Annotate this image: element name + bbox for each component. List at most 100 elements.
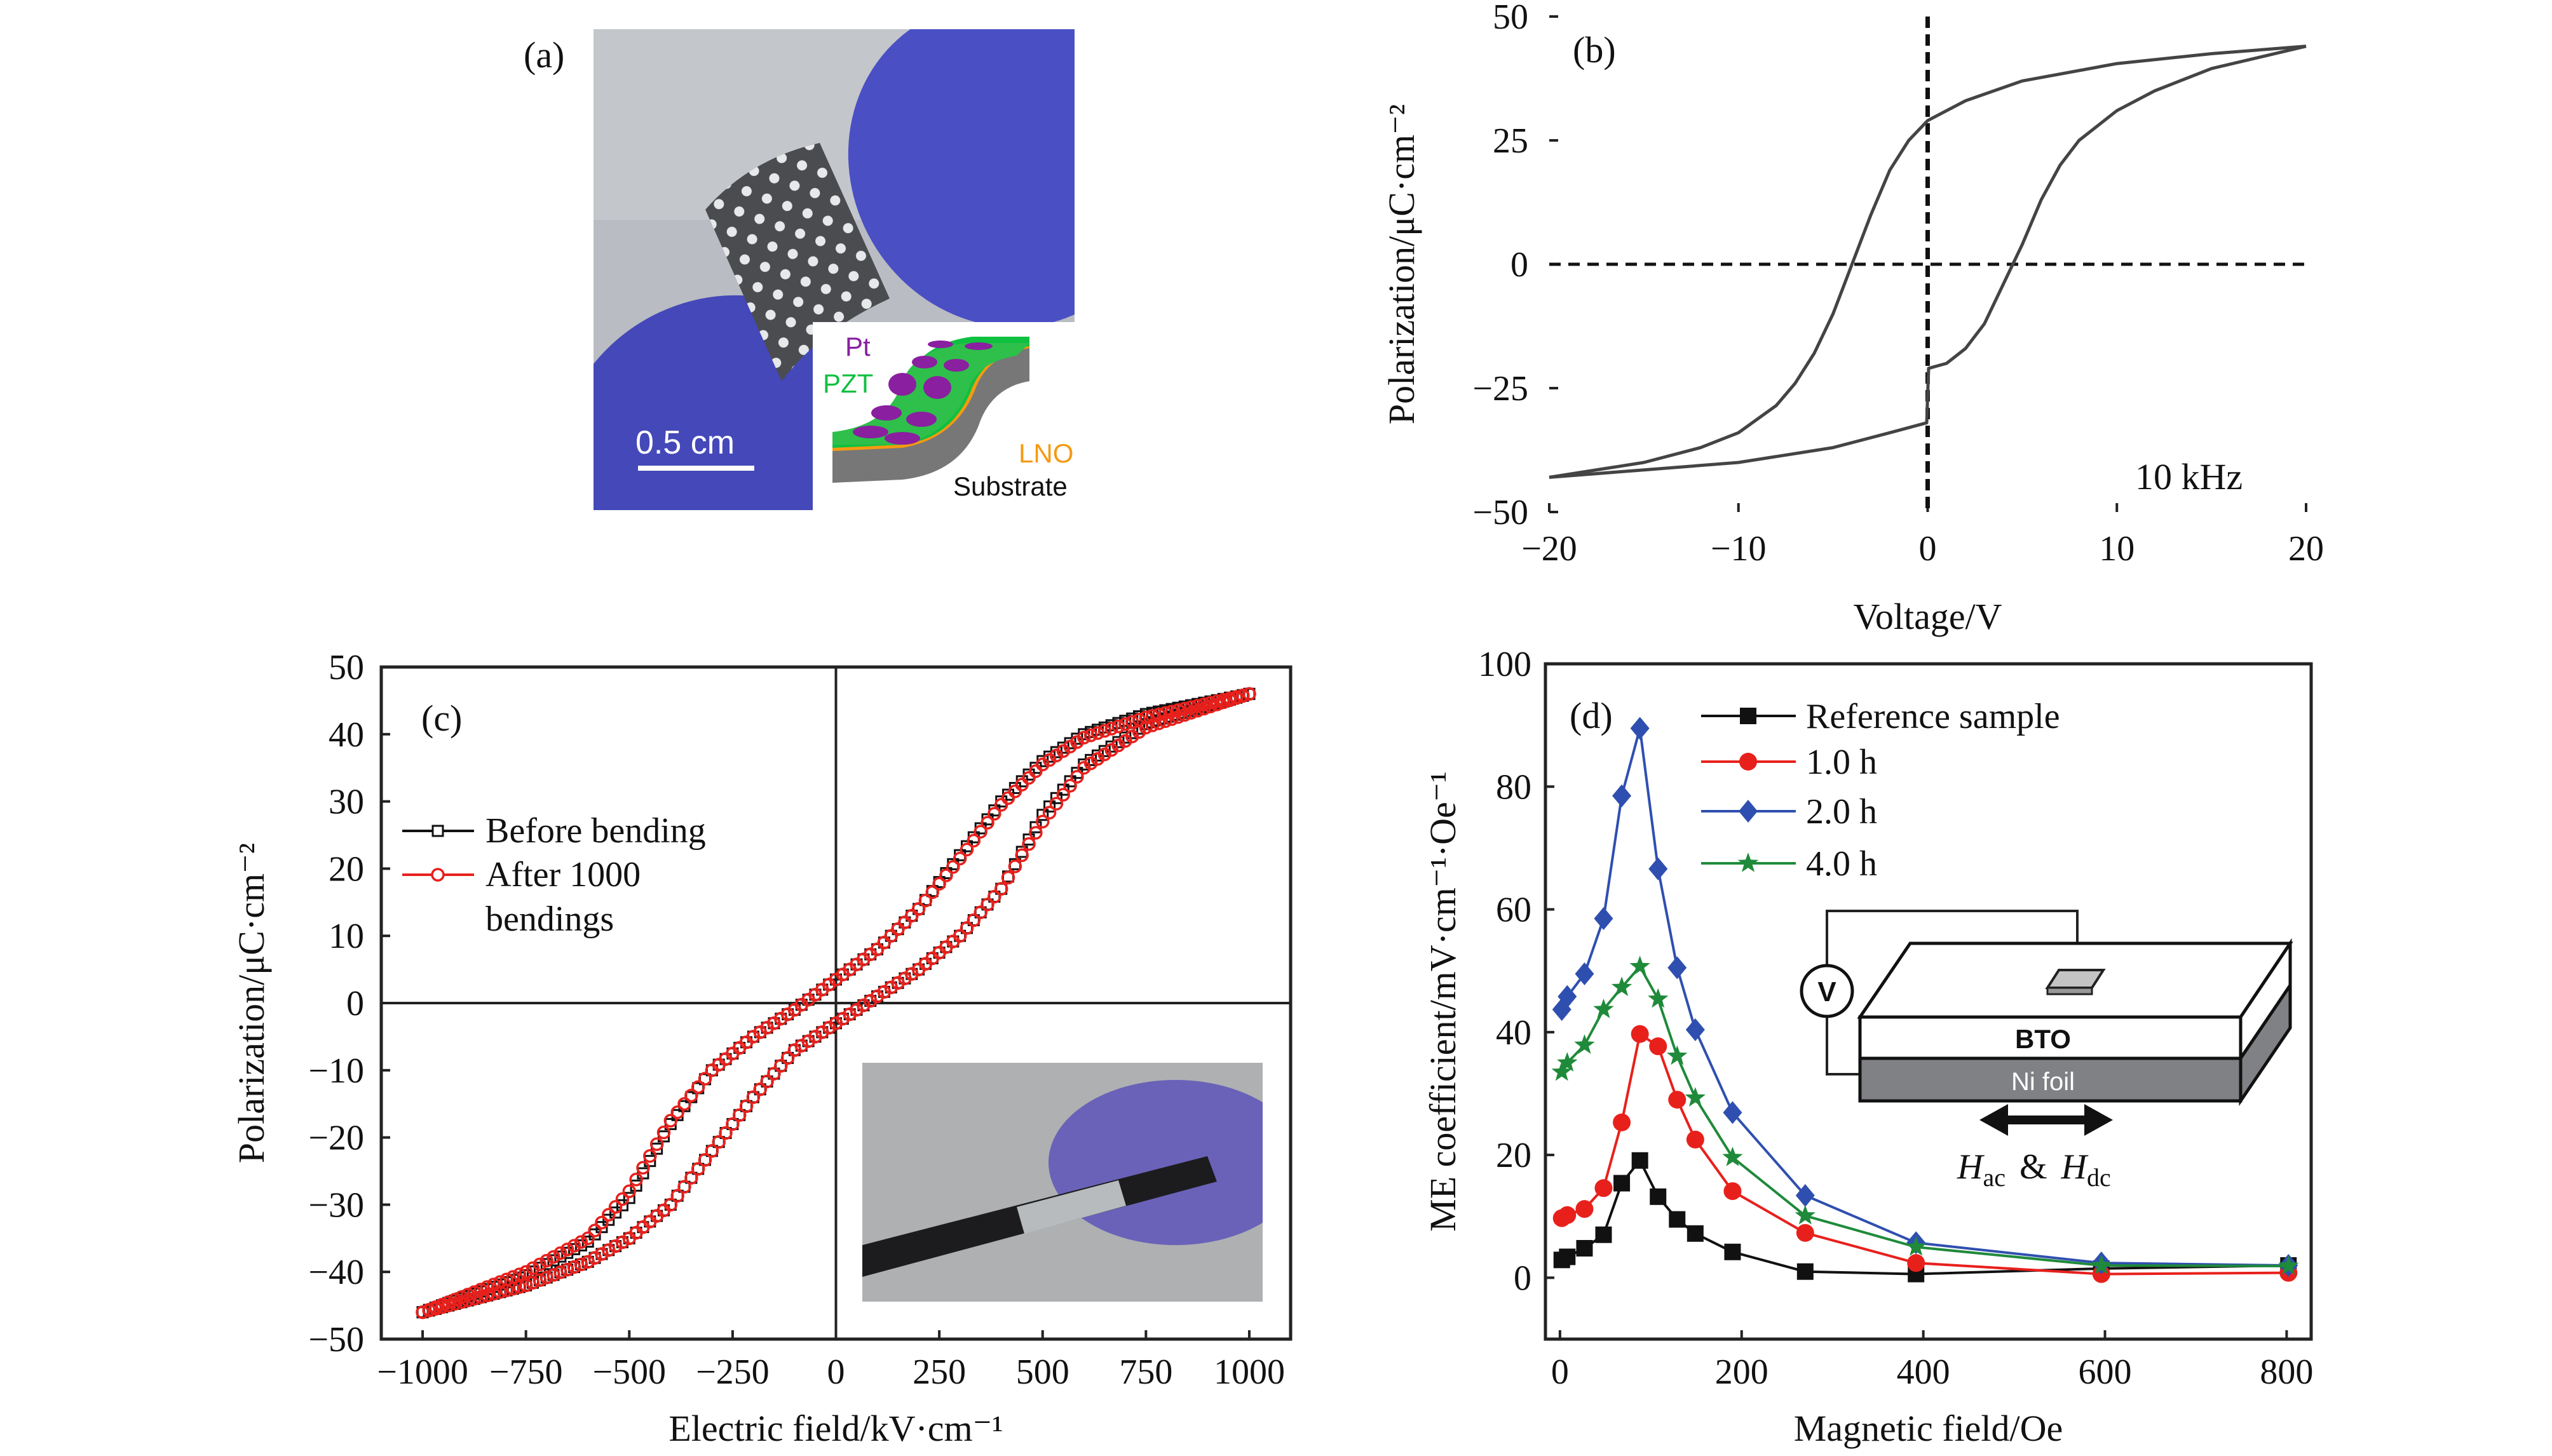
hysteresis-curve (1549, 44, 2307, 479)
after-bending-marker (705, 1063, 719, 1077)
y-tick-label: 20 (329, 849, 364, 889)
legend-marker-before (431, 825, 444, 837)
after-bending-marker (540, 1253, 553, 1268)
after-bending-marker (1029, 826, 1043, 840)
x-tick-label: 800 (2260, 1352, 2313, 1392)
after-bending-marker (1223, 693, 1237, 707)
panel-c-label: (c) (421, 698, 462, 739)
data-point (1687, 1225, 1704, 1242)
after-bending-marker (1139, 720, 1153, 734)
after-bending-marker (691, 1080, 705, 1094)
before-bending-marker (1057, 783, 1069, 796)
after-bending-marker (1229, 691, 1244, 705)
scale-bar-label: 0.5 cm (635, 424, 735, 461)
after-bending-marker (1042, 806, 1057, 819)
dotted-film (705, 143, 890, 381)
y-tick-label: 80 (1496, 767, 1531, 807)
legend-label-after-2: bendings (485, 900, 614, 939)
data-point (1557, 1052, 1578, 1072)
after-bending-marker (911, 902, 926, 916)
ni-side-face (2239, 980, 2292, 1107)
after-bending-marker (932, 877, 946, 891)
y-axis-label: Polarization/μC·cm⁻² (231, 843, 272, 1163)
after-bending-marker (574, 1257, 588, 1272)
after-bending-marker (512, 1280, 527, 1294)
data-point (1559, 1248, 1576, 1265)
y-tick-label: 40 (1496, 1013, 1531, 1053)
sub-ac: ac (1983, 1163, 2006, 1192)
substrate-label: Substrate (953, 471, 1068, 501)
data-point (1796, 1223, 1814, 1242)
after-bending-marker (1165, 712, 1179, 726)
legend-label: 4.0 h (1806, 844, 1877, 884)
after-bending-marker (960, 921, 974, 935)
before-bending-marker (1050, 792, 1062, 804)
after-bending-marker (1022, 771, 1036, 785)
after-bending-marker (519, 1278, 533, 1293)
x-tick-label: −250 (696, 1352, 770, 1392)
data-point (1686, 1130, 1704, 1149)
after-bending-marker (953, 851, 967, 866)
panel-b-label: (b) (1573, 29, 1616, 71)
y-axis-label: ME coefficient/mV·cm⁻¹·Oe⁻¹ (1422, 771, 1463, 1232)
x-tick-label: −500 (592, 1352, 666, 1392)
after-bending-marker (526, 1261, 540, 1276)
data-point (1796, 1263, 1814, 1280)
before-bending-marker (1043, 800, 1056, 813)
sub-dc: dc (2087, 1163, 2111, 1192)
before-bending-marker (616, 1199, 628, 1211)
after-bending-marker (726, 1117, 740, 1131)
after-bending-marker (981, 898, 994, 912)
after-bending-marker (677, 1180, 691, 1194)
after-bending-marker (884, 929, 898, 943)
x-tick-label: 1000 (1214, 1352, 1285, 1392)
glove (1049, 1080, 1263, 1245)
after-bending-marker (684, 1088, 698, 1103)
panel-c: (c) −1000 −750 −500 −250 0 250 500 750 100050403… (231, 648, 1293, 1449)
data-point (1669, 1211, 1686, 1228)
device-structure-inset: Pt PZT LNO Substrate (813, 322, 1075, 510)
h-ac: H (1957, 1147, 1985, 1187)
after-bending-marker (499, 1283, 513, 1298)
legend-label-before: Before bending (485, 811, 706, 851)
after-bending-marker (988, 807, 1001, 821)
data-point (1611, 976, 1632, 996)
data-point (1724, 1243, 1741, 1260)
after-bending-marker (560, 1243, 574, 1257)
lno-label: LNO (1019, 438, 1073, 468)
legend-marker (1740, 708, 1756, 724)
y-tick-label: −30 (308, 1185, 364, 1225)
after-bending-marker (622, 1184, 637, 1198)
after-bending-marker (546, 1250, 560, 1264)
x-tick-label: 750 (1119, 1352, 1172, 1392)
after-bending-marker (602, 1208, 616, 1222)
y-tick-label: −50 (1472, 493, 1528, 532)
after-bending-marker (1158, 714, 1172, 729)
after-bending-marker (473, 1290, 488, 1304)
after-bending-marker (656, 1125, 671, 1140)
after-bending-marker (760, 1074, 774, 1089)
data-point (1907, 1254, 1925, 1272)
data-point (1650, 1188, 1667, 1205)
after-bending-marker (1151, 716, 1166, 731)
after-bending-marker (1063, 779, 1077, 793)
y-tick-label: −50 (308, 1320, 364, 1359)
after-bending-marker (1216, 695, 1231, 710)
after-bending-marker (1049, 797, 1064, 811)
x-tick-label: 20 (2288, 529, 2324, 569)
after-bending-marker (595, 1215, 609, 1230)
after-bending-marker (670, 1189, 684, 1203)
after-bending-marker (1008, 784, 1022, 799)
after-bending-marker (1236, 689, 1250, 703)
after-bending-marker (581, 1255, 595, 1269)
before-bending-marker (602, 1213, 615, 1226)
after-bending-marker (953, 929, 967, 943)
data-point (1906, 1236, 1927, 1256)
after-bending-marker (663, 1114, 678, 1128)
y-tick-label: 0 (346, 984, 364, 1023)
after-bending-marker (574, 1235, 588, 1249)
after-bending-marker (533, 1273, 547, 1287)
after-bending-marker (1015, 848, 1029, 862)
after-bending-marker (1015, 778, 1029, 792)
wire-bottom (1826, 1016, 1860, 1075)
